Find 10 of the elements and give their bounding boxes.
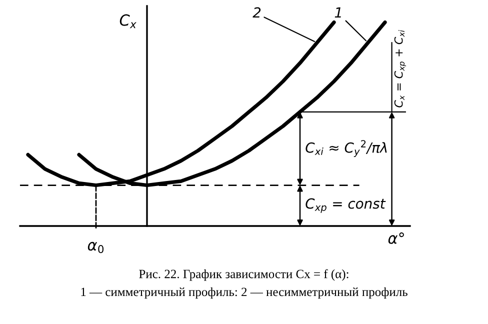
annotation: C$_{x}$ = C$_{xp}$ + C$_{xi}$ bbox=[394, 30, 406, 108]
text: Рис. 22. График зависимости Cx = f (α): bbox=[139, 269, 348, 281]
x-axis-title: α° bbox=[388, 232, 404, 244]
text: α$_{0}$ bbox=[88, 242, 104, 254]
text: 1 — симметричный профиль: 2 — несимметричный профиль bbox=[81, 287, 408, 299]
text: 1 bbox=[334, 7, 341, 18]
text: 2 bbox=[252, 7, 261, 18]
y-axis-title: C$_{x}$ bbox=[120, 14, 136, 28]
annotation: C$_{xi}$ ≈ C$_{y}$$^{2}$/πλ bbox=[306, 140, 387, 157]
annotation: C$_{xp}$ = const bbox=[306, 198, 386, 213]
